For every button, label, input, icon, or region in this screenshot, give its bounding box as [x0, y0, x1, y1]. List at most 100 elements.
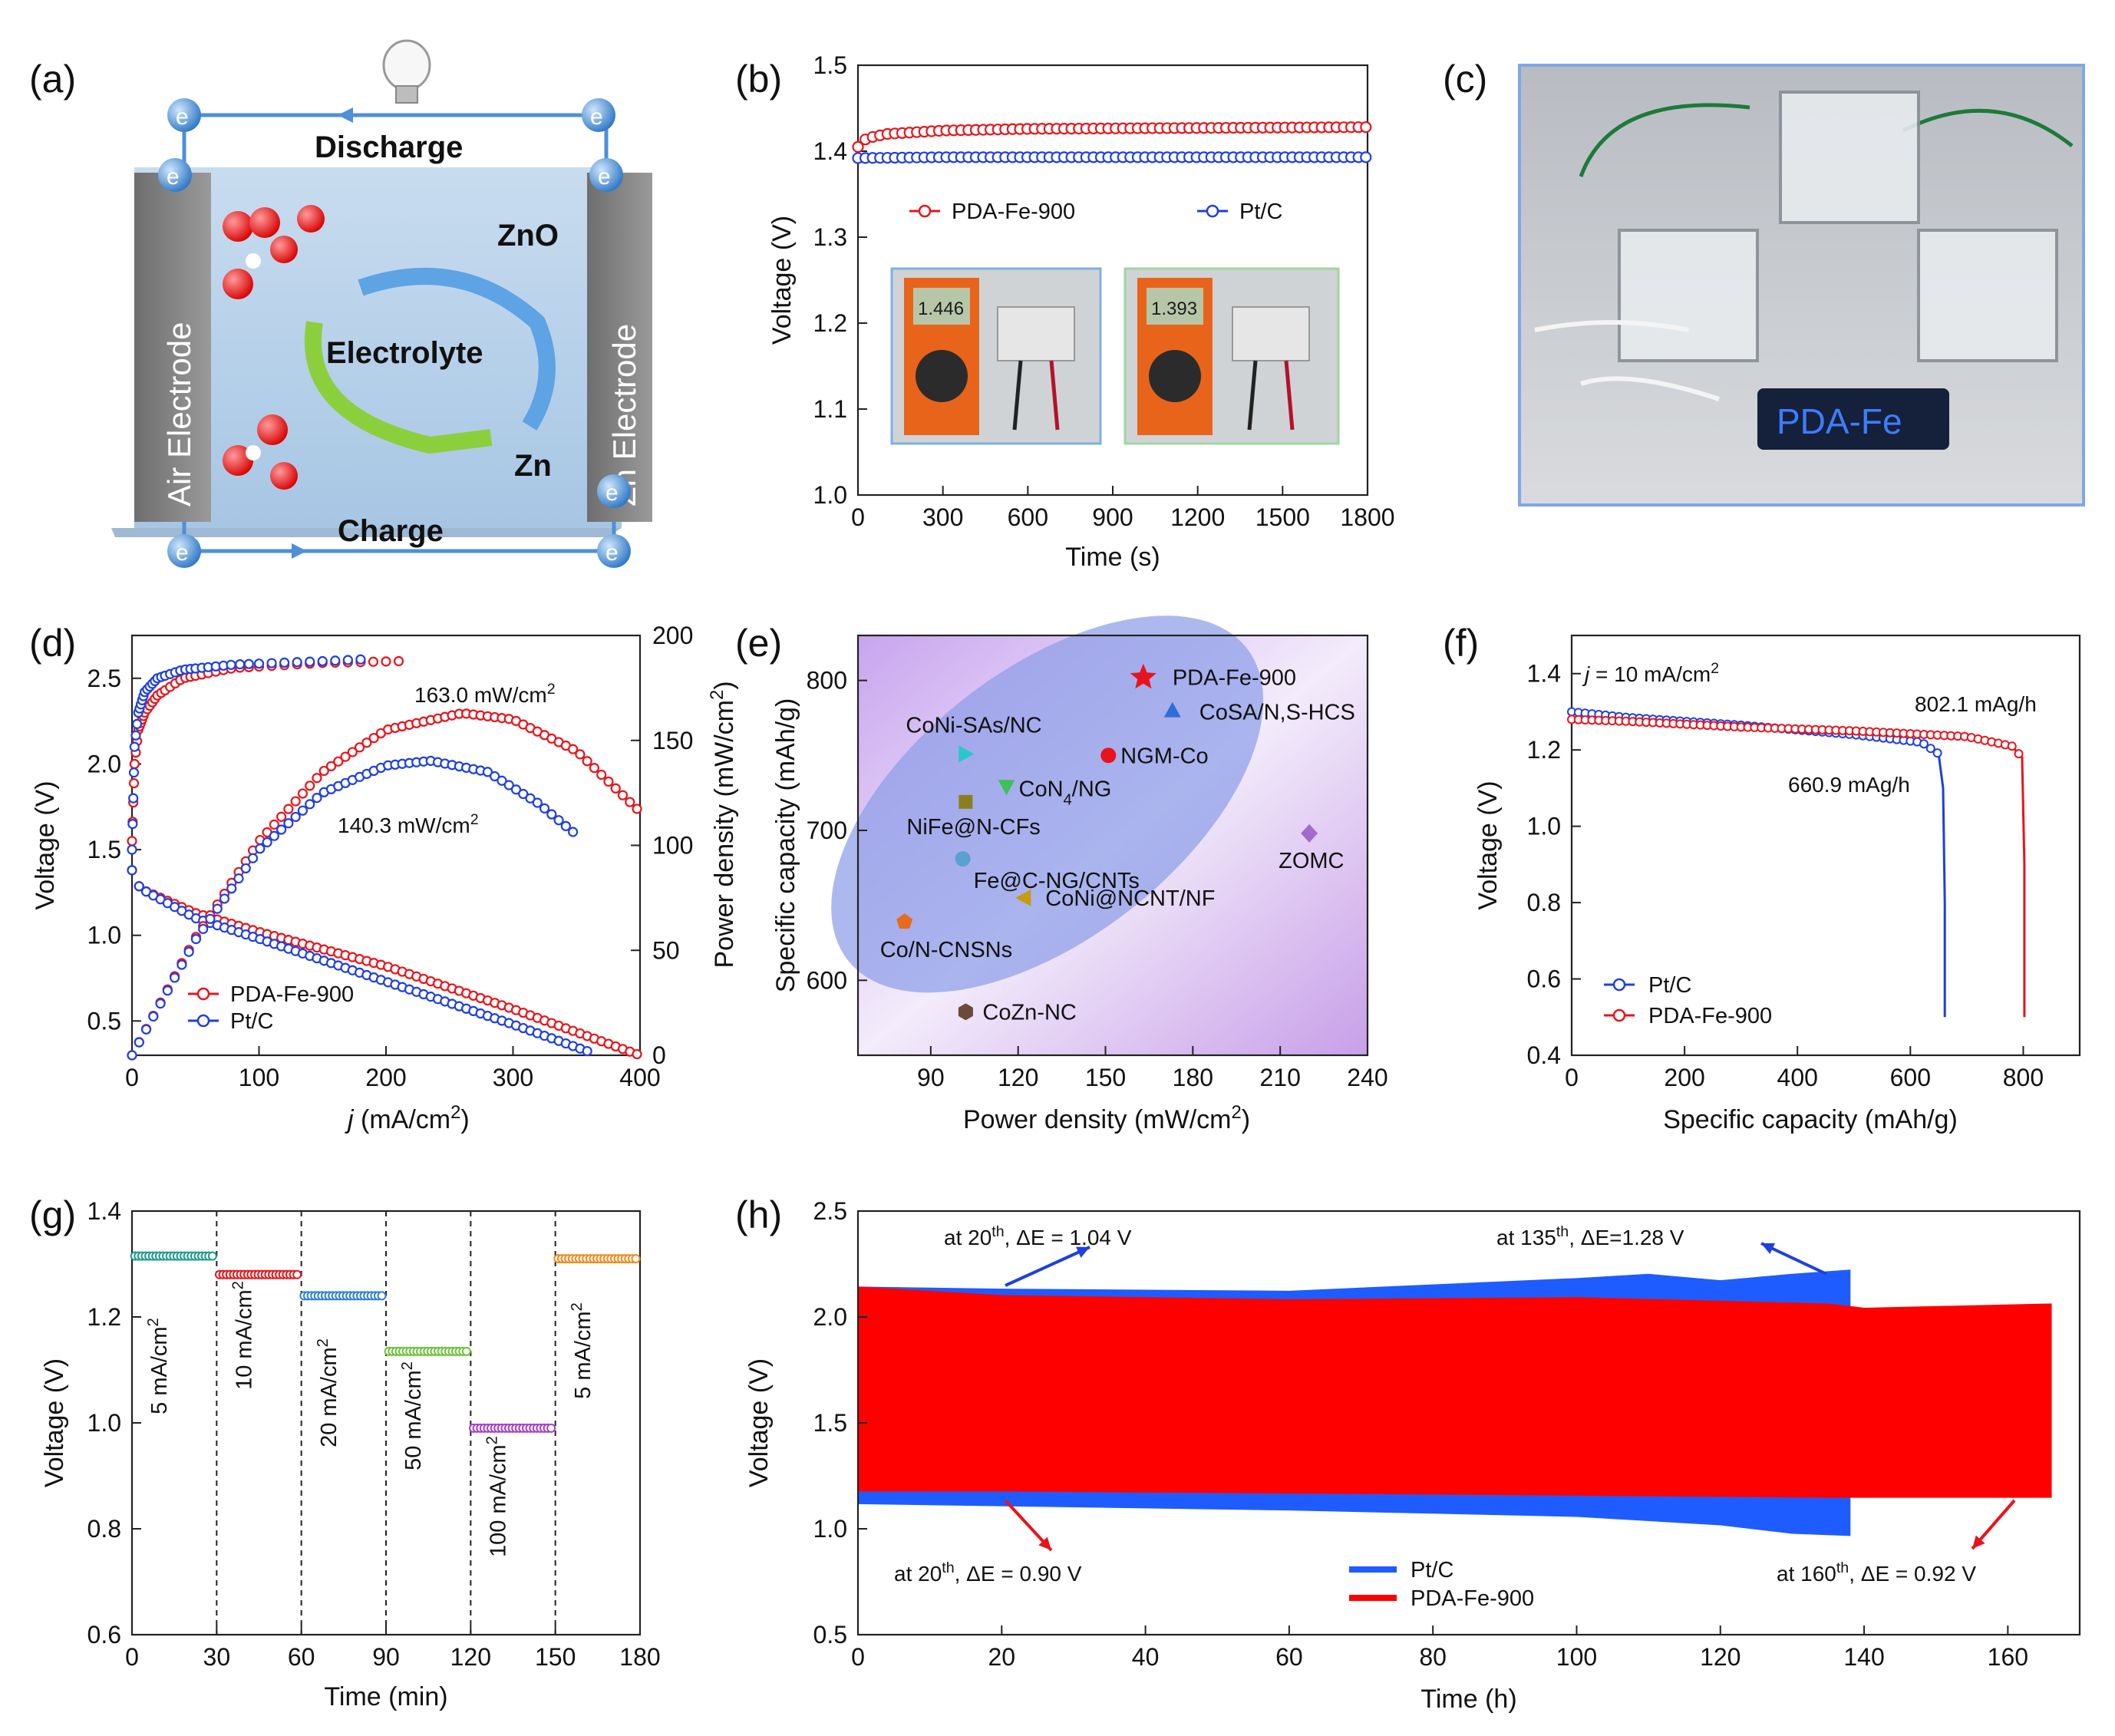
- x-tick-label-g: 30: [203, 1643, 231, 1671]
- y-tick-label-e: 600: [807, 966, 847, 994]
- legend-label-h-0: Pt/C: [1411, 1558, 1453, 1583]
- series-point-charge_voltage-pda-fe-900: [393, 655, 404, 667]
- series-point-power-pda-fe-900: [297, 788, 309, 799]
- series-point-charge_voltage-pt-c: [127, 844, 137, 855]
- legend-marker: [1206, 204, 1219, 218]
- series-point-power-pt-c: [170, 972, 180, 983]
- scatter-point-nife-n-cfs: [959, 794, 973, 809]
- series-point-power-pda-fe-900: [312, 773, 322, 784]
- scatter-point-coni-ncnt-nf: [1015, 889, 1031, 906]
- series-point-power-pt-c: [305, 799, 315, 810]
- y-tick-label-d: 1.0: [87, 922, 121, 949]
- svg-text:e: e: [590, 104, 603, 130]
- annotation-h-2: at 135th, ΔE=1.28 V: [1496, 1223, 1684, 1249]
- y2-axis-label-d: Power density (mW/cm2): [707, 681, 740, 968]
- series-point-power-pt-c: [553, 815, 564, 826]
- scatter-label: NGM-Co: [1120, 744, 1208, 768]
- y-tick-label-h: 2.5: [813, 1197, 847, 1225]
- y-tick-label-h: 1.0: [813, 1515, 847, 1543]
- x-tick-label-e: 240: [1347, 1064, 1387, 1091]
- series-point-charge_voltage-pda-fe-900: [368, 656, 379, 667]
- plot-frame-f: [1570, 634, 2081, 1057]
- series-point-discharge_voltage-pt-c: [134, 881, 144, 892]
- series-point-charge_voltage-pt-c: [342, 655, 353, 665]
- legend-marker: [1612, 1008, 1626, 1022]
- y-tick-label-h: 2.0: [813, 1303, 847, 1331]
- x-tick-label-e: 210: [1259, 1064, 1300, 1091]
- charge-label: Charge: [338, 514, 444, 548]
- series-point-power-pda-fe-900: [589, 763, 600, 774]
- x-tick-label-f: 400: [1777, 1064, 1818, 1091]
- svg-text:e: e: [605, 540, 619, 566]
- series-point-power-pda-fe-900: [596, 769, 607, 781]
- series-point-charge_voltage-pt-c: [132, 718, 143, 729]
- series-point-power-pt-c: [127, 1050, 137, 1061]
- annotation-arrowhead: [1076, 1246, 1090, 1258]
- discharge-arrow: [338, 107, 353, 123]
- series-point-power-pda-fe-900: [625, 797, 635, 807]
- highlight-ellipse: [831, 616, 1264, 993]
- panel-label-c: (c): [1443, 58, 1487, 101]
- cycle-arrow-blue: [358, 268, 556, 431]
- series-point-power-pt-c: [155, 998, 166, 1009]
- series-point-charge_voltage-pt-c: [305, 656, 315, 667]
- series-point-power-pda-fe-900: [276, 811, 287, 822]
- series-point-charge_voltage-pt-c: [128, 767, 140, 778]
- legend-marker: [1612, 978, 1626, 992]
- x-tick-label-f: 200: [1664, 1064, 1704, 1091]
- y-tick-label-f: 0.6: [1527, 965, 1561, 993]
- panel-g: (g) 0 30 60 90 120 150 180 0.6 0.8 1.0 1.2 1.4 Time …: [29, 1193, 661, 1711]
- electron-icons: e e e e e e e: [158, 98, 631, 568]
- x-tick-label-d: 200: [365, 1064, 406, 1091]
- series-point-power-pt-c: [497, 775, 507, 786]
- y-axis-label-h: Voltage (V): [744, 1358, 774, 1487]
- series-point-charge_voltage-pda-fe-900: [129, 758, 140, 770]
- step-point: [377, 1291, 387, 1301]
- panel-h: (h) 0 20 40 60 80 100 120 140 160 0.5 1.0 1.5 2.0 2.5…: [735, 1193, 2081, 1714]
- series-point-power-pda-fe-900: [325, 761, 337, 771]
- series-point-power-pt-c: [546, 809, 557, 820]
- x-tick-label-f: 800: [2003, 1064, 2044, 1091]
- legend-label-pda-fe-900: PDA-Fe-900: [952, 200, 1075, 224]
- panel-b: (b) 0 300 600 900 1200 1500 1800 1.0 1.1 1.2 1.3 1.…: [735, 51, 1395, 572]
- x-tick-label-h: 100: [1556, 1643, 1597, 1671]
- x-axis-label-f: Specific capacity (mAh/g): [1663, 1105, 1958, 1134]
- y-tick-label-d: 0.5: [87, 1007, 121, 1035]
- series-point-power-pda-fe-900: [617, 790, 629, 800]
- panel-label-e: (e): [735, 622, 782, 665]
- legend-marker: [196, 1014, 210, 1028]
- panel-d: (d) 0 100 200 300 400 0.5 1.0 1.5 2.0 2.5 0 50 100 15…: [29, 622, 739, 1134]
- y2-tick-label-d: 200: [652, 622, 693, 649]
- series-point-power-pt-c: [198, 923, 209, 935]
- zn-label: Zn: [514, 449, 552, 483]
- annotation-arrowhead: [1038, 1536, 1051, 1550]
- annotation-capacity-ptc: 660.9 mAg/h: [1788, 773, 1910, 797]
- series-point-charge_voltage-pt-c: [292, 657, 302, 668]
- series-point-power-pt-c: [532, 797, 543, 808]
- x-tick-label-d: 300: [493, 1064, 533, 1091]
- series-point-charge_voltage-pt-c: [253, 658, 265, 669]
- y-tick-label-b: 1.5: [813, 51, 847, 79]
- series-point-charge_voltage-pt-c: [266, 658, 277, 668]
- y-axis-label-f: Voltage (V): [1473, 781, 1503, 909]
- series-point-discharge_voltage-pt-c: [127, 865, 137, 876]
- scatter-point-coni-sas-nc: [959, 745, 975, 763]
- series-point-charge_voltage-pt-c: [279, 657, 290, 668]
- y-tick-label-g: 1.4: [87, 1197, 121, 1225]
- series-point-power-pt-c: [177, 959, 187, 970]
- y-tick-label-g: 1.2: [87, 1303, 121, 1331]
- series-point-power-pt-c: [503, 780, 514, 790]
- series-point-power-pda-fe-900: [361, 738, 372, 748]
- scatter-label: NiFe@N-CFs: [906, 815, 1040, 840]
- condition-label-f: j = 10 mA/cm2: [1582, 660, 1719, 686]
- scatter-label: CoNi-SAs/NC: [906, 713, 1041, 738]
- series-point-charge_voltage-pda-fe-900: [127, 836, 137, 847]
- y2-tick-label-d: 0: [652, 1041, 666, 1069]
- series-point-discharge_voltage-pda-fe-900: [632, 1048, 642, 1060]
- discharge-label: Discharge: [315, 130, 463, 164]
- x-tick-label-g: 150: [535, 1643, 576, 1671]
- y2-tick-label-d: 150: [652, 727, 693, 754]
- y-tick-label-e: 700: [807, 817, 847, 844]
- panel-label-b: (b): [735, 58, 782, 101]
